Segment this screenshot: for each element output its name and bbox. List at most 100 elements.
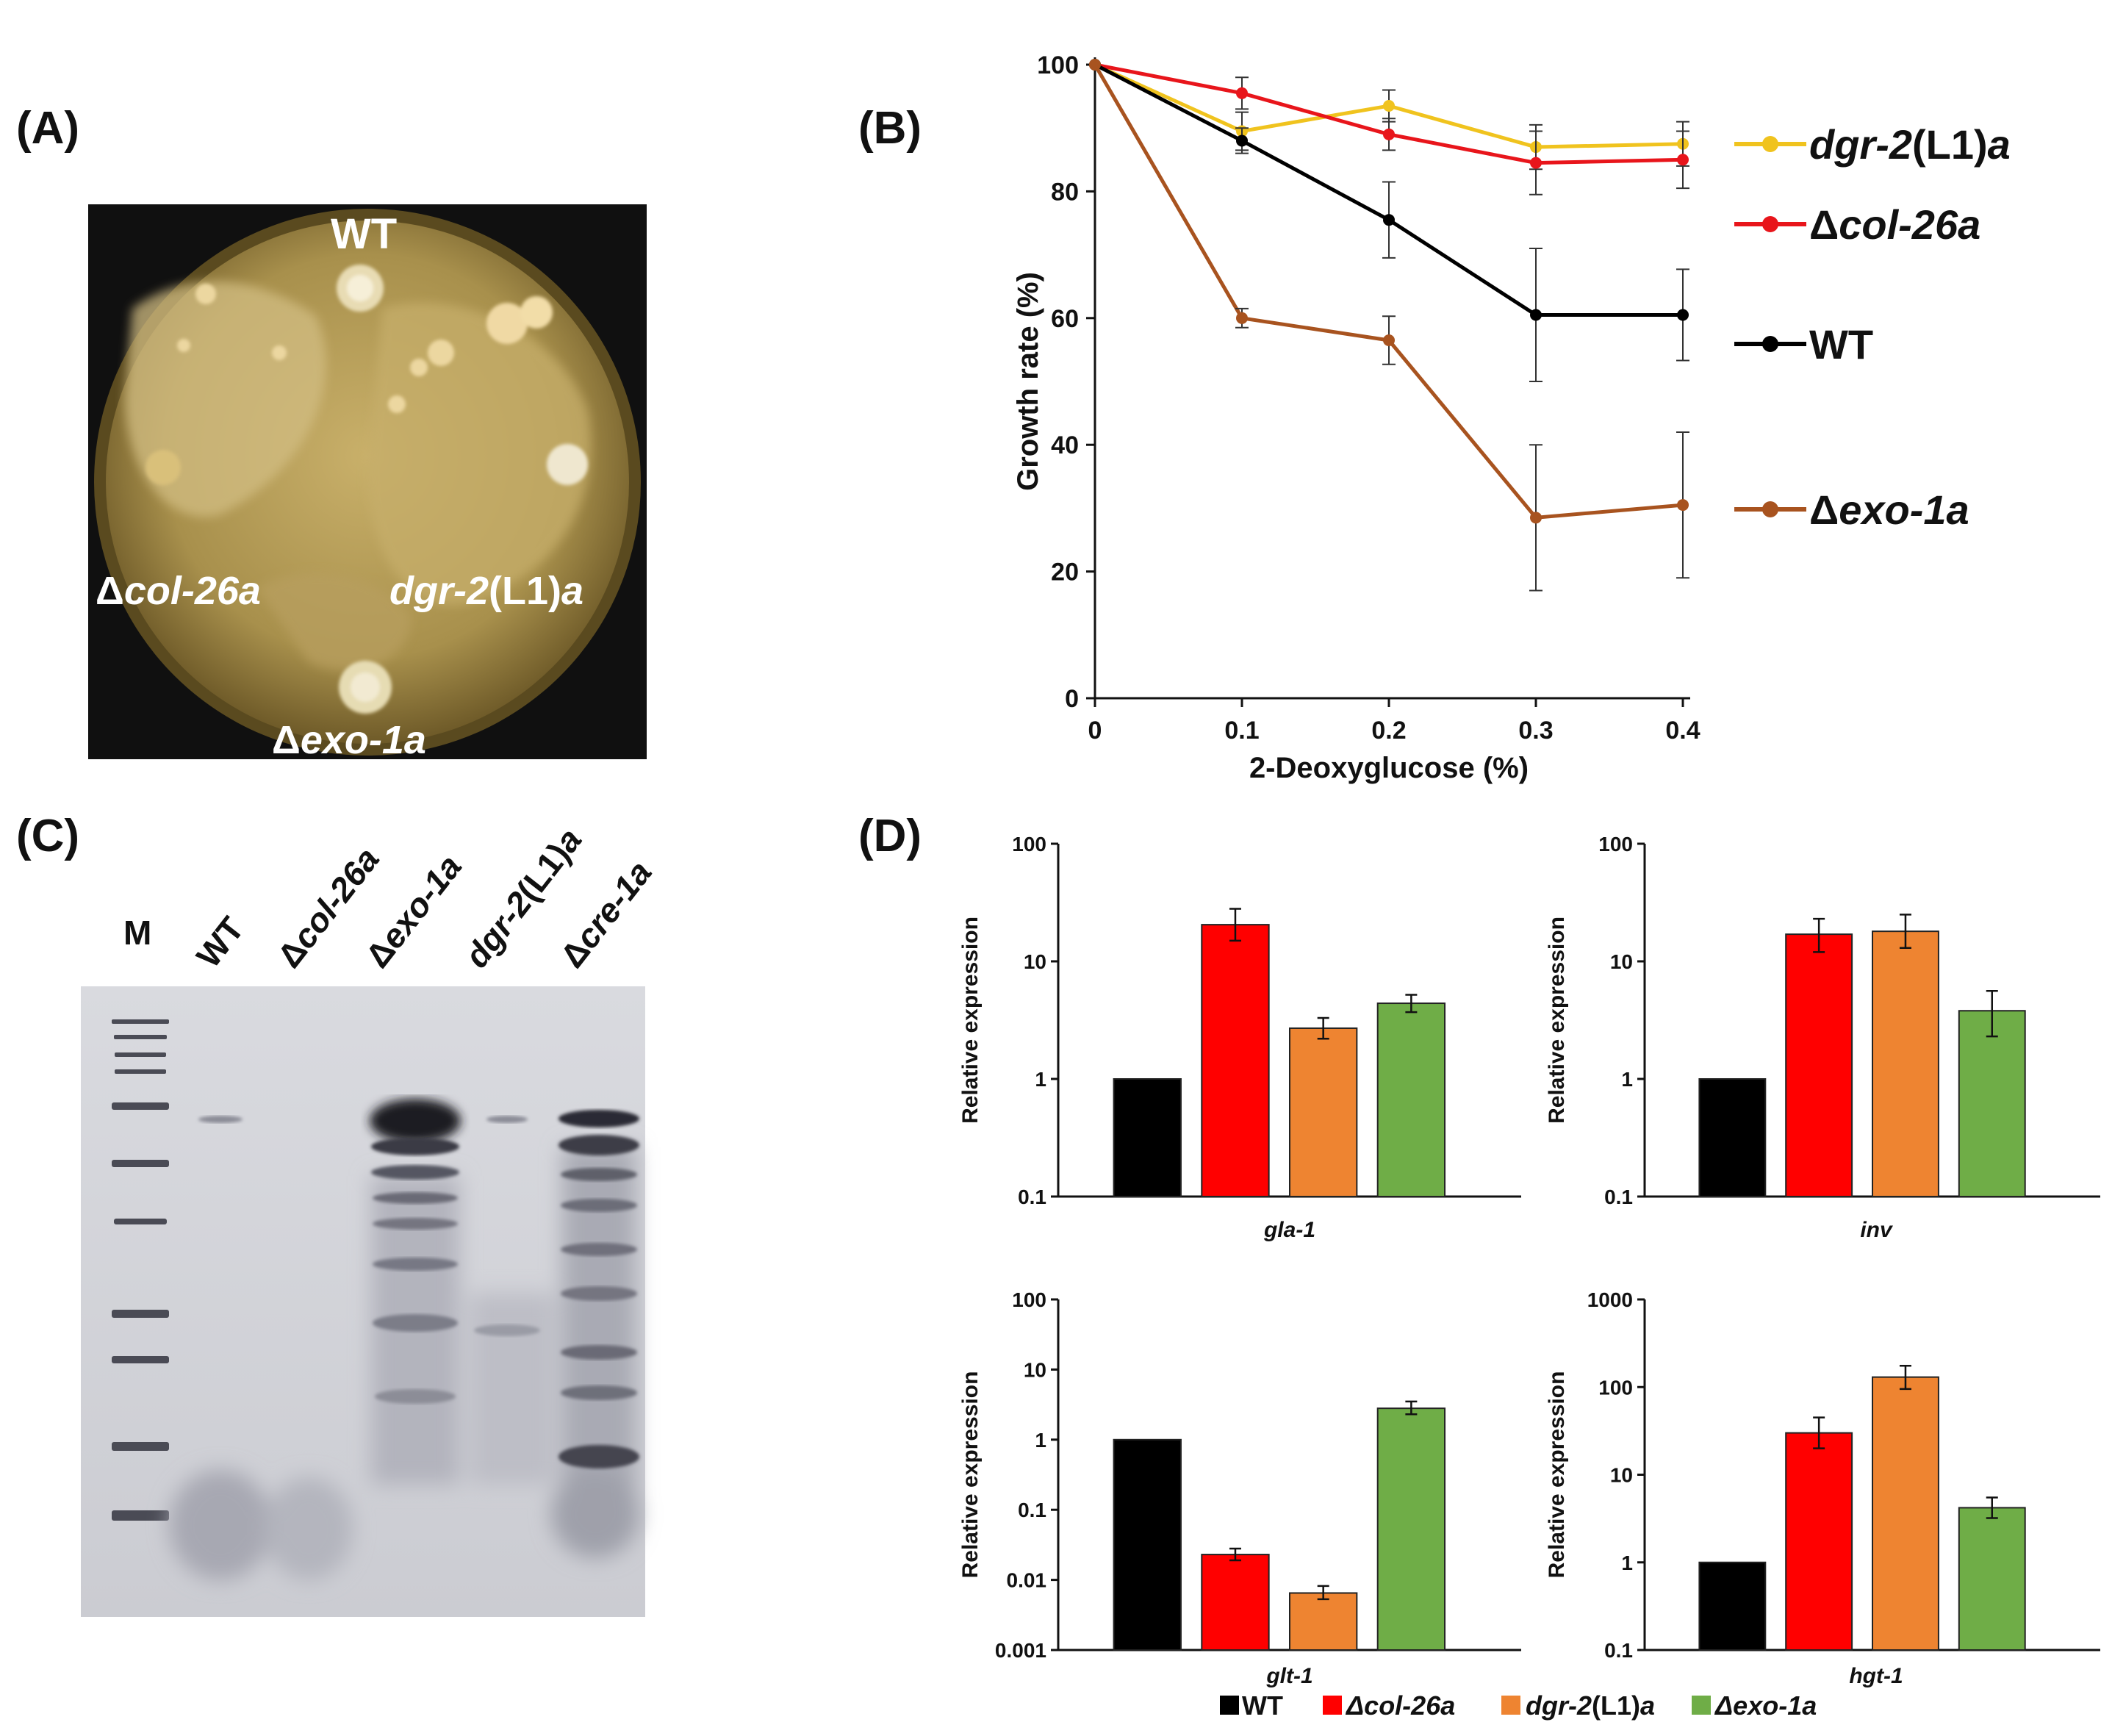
bar-0 <box>1113 1438 1182 1651</box>
legend-label-exo1: Δexo-1a <box>1809 487 1969 533</box>
bar-3 <box>1376 1407 1446 1651</box>
y-tick-label: 0.1 <box>1604 1186 1633 1208</box>
panel-label-a: (A) <box>16 103 79 154</box>
data-point-col26 <box>1530 157 1542 169</box>
bar-3 <box>1376 1002 1446 1198</box>
gene-label: glt-1 <box>1265 1664 1312 1688</box>
data-point-wt <box>1236 134 1248 147</box>
y-tick-label: 10 <box>1610 1464 1633 1487</box>
legend-label-col26: Δcol-26a <box>1809 201 1980 248</box>
panel-label-d: (D) <box>858 811 922 861</box>
data-point-wt <box>1677 309 1689 321</box>
bar-1 <box>1201 924 1270 1197</box>
gene-label: inv <box>1860 1218 1894 1242</box>
data-point-wt <box>1383 214 1395 226</box>
y-axis-title: Relative expression <box>958 917 983 1124</box>
y-tick-label: 0.001 <box>995 1639 1046 1662</box>
growth-rate-axes: 0 20 40 60 80 100 0 0.1 0.2 0.3 0.4 2-Deoxyglucose … <box>1012 51 1700 784</box>
data-point-exo1 <box>1089 59 1101 71</box>
y-tick-label: 1 <box>1621 1552 1633 1574</box>
inv-expression-chart: 0.1 1 10 100 Relative expression inv <box>1545 833 2100 1242</box>
legend-swatch-exo1 <box>1692 1696 1711 1715</box>
bar-3 <box>1958 1010 2026 1197</box>
panel-label-c: (C) <box>16 811 79 861</box>
x-tick-label: 0.2 <box>1371 717 1406 745</box>
bar-0 <box>1698 1561 1767 1651</box>
legend-label-dgr2: dgr-2(L1)a <box>1809 121 2011 168</box>
plate-label-dgr2: dgr-2(L1)a <box>389 569 583 613</box>
y-tick-label: 10 <box>1610 950 1633 973</box>
x-tick-label: 0.3 <box>1518 717 1553 745</box>
x-tick-label: 0 <box>1088 717 1102 745</box>
y-tick-label: 100 <box>1598 1376 1633 1399</box>
legend-label-col26: Δcol-26a <box>1345 1690 1455 1721</box>
data-point-col26 <box>1677 154 1689 166</box>
bar-1 <box>1785 933 1853 1197</box>
y-tick-label: 1 <box>1621 1068 1633 1091</box>
x-axis-title: 2-Deoxyglucose (%) <box>1249 752 1529 784</box>
legend-marker-exo1 <box>1762 501 1778 517</box>
data-point-exo1 <box>1530 512 1542 524</box>
y-tick-label: 100 <box>1012 833 1046 856</box>
gel-bands <box>198 1099 639 1468</box>
y-tick-label: 40 <box>1051 431 1079 459</box>
y-tick-label: 100 <box>1598 833 1633 856</box>
bar-2 <box>1289 1592 1358 1651</box>
series-exo1 <box>1089 59 1689 592</box>
data-point-exo1 <box>1236 312 1248 324</box>
panel-label-b: (B) <box>858 103 922 154</box>
gel-label-cre1: Δcre-1a <box>553 853 659 975</box>
plate-label-wt: WT <box>331 210 397 258</box>
legend-label-wt: WT <box>1242 1690 1283 1721</box>
growth-rate-series <box>1089 59 1689 592</box>
y-axis-title: Relative expression <box>1545 917 1569 1124</box>
y-tick-label: 10 <box>1024 1358 1046 1381</box>
x-tick-label: 0.1 <box>1224 717 1259 745</box>
data-point-exo1 <box>1383 334 1395 346</box>
legend-label-wt: WT <box>1809 321 1873 367</box>
marker-lane <box>112 1019 169 1521</box>
bar-1 <box>1201 1554 1270 1651</box>
plate-photo: WT Δcol-26a dgr-2(L1)a Δexo-1a <box>88 204 647 762</box>
data-point-dgr2 <box>1383 100 1395 112</box>
bar-2 <box>1872 930 1939 1197</box>
legend-swatch-wt <box>1220 1696 1239 1715</box>
gel-panel: M WT Δcol-26a Δexo-1a dgr-2(L1)a Δcre-1a <box>81 821 659 1617</box>
y-tick-label: 80 <box>1051 178 1079 206</box>
y-tick-label: 1 <box>1035 1068 1046 1091</box>
glt1-expression-chart: 0.001 0.01 0.1 1 10 100 Relative expression glt… <box>958 1288 1521 1688</box>
expression-legend: WT Δcol-26a dgr-2(L1)a Δexo-1a <box>1220 1690 1817 1721</box>
y-tick-label: 20 <box>1051 559 1079 587</box>
y-tick-label: 1000 <box>1587 1288 1633 1311</box>
legend-swatch-col26 <box>1323 1696 1342 1715</box>
y-tick-label: 1 <box>1035 1429 1046 1452</box>
gel-label-wt: WT <box>189 910 251 975</box>
growth-rate-legend: dgr-2(L1)a Δcol-26a WT Δexo-1a <box>1734 121 2011 533</box>
legend-marker-col26 <box>1762 216 1778 232</box>
y-tick-label: 10 <box>1024 950 1046 973</box>
y-tick-label: 100 <box>1012 1288 1046 1311</box>
legend-label-dgr2: dgr-2(L1)a <box>1526 1690 1655 1721</box>
bar-0 <box>1698 1078 1767 1197</box>
bar-2 <box>1872 1376 1939 1651</box>
y-axis-title: Relative expression <box>1545 1371 1569 1579</box>
data-point-col26 <box>1383 128 1395 140</box>
legend-marker-dgr2 <box>1762 136 1778 152</box>
colonies <box>146 265 588 714</box>
plate-label-col26: Δcol-26a <box>96 569 261 613</box>
colony-dgr2 <box>547 444 588 485</box>
bar-2 <box>1289 1027 1358 1198</box>
y-tick-label: 0.1 <box>1018 1499 1046 1521</box>
gene-label: gla-1 <box>1263 1218 1315 1242</box>
gel-label-marker: M <box>123 914 151 952</box>
growth-rate-chart: 0 20 40 60 80 100 0 0.1 0.2 0.3 0.4 2-Deoxyglucose … <box>1012 51 2011 784</box>
plate-label-exo1: Δexo-1a <box>272 718 426 762</box>
legend-swatch-dgr2 <box>1501 1696 1520 1715</box>
gla1-expression-chart: 0.1 1 10 100 Relative expression gla-1 <box>958 833 1521 1242</box>
y-tick-label: 0.01 <box>1007 1569 1047 1592</box>
hgt1-expression-chart: 0.1 1 10 100 1000 Relative expression hgt-1 <box>1545 1288 2100 1688</box>
series-dgr2 <box>1089 59 1689 171</box>
bar-0 <box>1113 1078 1182 1197</box>
bar-1 <box>1785 1432 1853 1651</box>
